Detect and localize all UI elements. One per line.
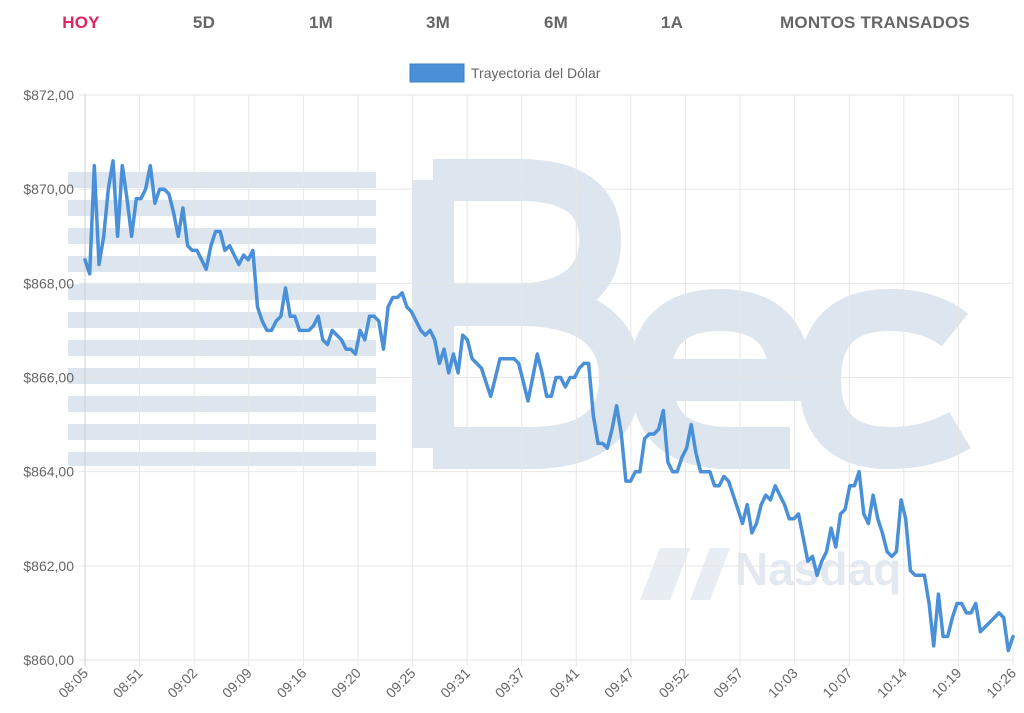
legend[interactable]: Trayectoria del Dólar <box>409 63 601 83</box>
x-tick-label: 08:05 <box>55 665 91 701</box>
x-tick-label: 09:41 <box>546 665 582 701</box>
x-tick-label: 10:26 <box>983 665 1019 701</box>
tab-montos-transados[interactable]: MONTOS TRANSADOS <box>780 13 970 32</box>
tab-1a[interactable]: 1A <box>660 13 684 32</box>
grid-lines <box>79 94 1014 666</box>
dollar-trajectory-line[interactable] <box>83 159 1015 653</box>
x-tick-label: 09:37 <box>492 665 528 701</box>
x-tick-label: 09:47 <box>601 665 637 701</box>
legend-label: Trayectoria del Dólar <box>471 65 601 81</box>
y-tick-label: $862,00 <box>23 558 74 574</box>
legend-swatch <box>409 63 465 83</box>
tab-3m[interactable]: 3M <box>425 13 451 32</box>
x-tick-label: 09:16 <box>273 665 309 701</box>
x-tick-label: 09:52 <box>655 665 691 701</box>
x-tick-label: 10:19 <box>928 665 964 701</box>
y-tick-label: $860,00 <box>23 652 74 668</box>
x-axis-ticks: 08:05 08:51 09:02 09:09 09:16 09:20 09:25 09:31… <box>55 665 1019 701</box>
x-tick-label: 09:20 <box>328 665 364 701</box>
y-tick-label: $872,00 <box>23 87 74 103</box>
x-tick-label: 10:14 <box>874 665 910 701</box>
x-tick-label: 09:57 <box>710 665 746 701</box>
x-tick-label: 10:07 <box>819 665 855 701</box>
y-tick-label: $870,00 <box>23 181 74 197</box>
y-tick-label: $866,00 <box>23 370 74 386</box>
x-tick-label: 09:09 <box>219 665 255 701</box>
x-tick-label: 08:51 <box>110 665 146 701</box>
y-tick-label: $868,00 <box>23 275 74 291</box>
bec-watermark: Nasdaq <box>68 159 971 600</box>
x-tick-label: 10:03 <box>765 665 801 701</box>
tab-5d[interactable]: 5D <box>192 13 216 32</box>
series-line <box>83 159 1015 653</box>
y-axis-ticks: $860,00 $862,00 $864,00 $866,00 $868,00 $870,… <box>23 87 74 668</box>
y-tick-label: $864,00 <box>23 464 74 480</box>
tab-6m[interactable]: 6M <box>543 13 569 32</box>
tab-hoy[interactable]: HOY <box>62 13 100 32</box>
tab-1m[interactable]: 1M <box>308 13 334 32</box>
x-tick-label: 09:02 <box>164 665 200 701</box>
period-tabs: HOY 5D 1M 3M 6M 1A MONTOS TRANSADOS <box>0 0 1024 46</box>
x-tick-label: 09:25 <box>383 665 419 701</box>
x-tick-label: 09:31 <box>437 665 473 701</box>
